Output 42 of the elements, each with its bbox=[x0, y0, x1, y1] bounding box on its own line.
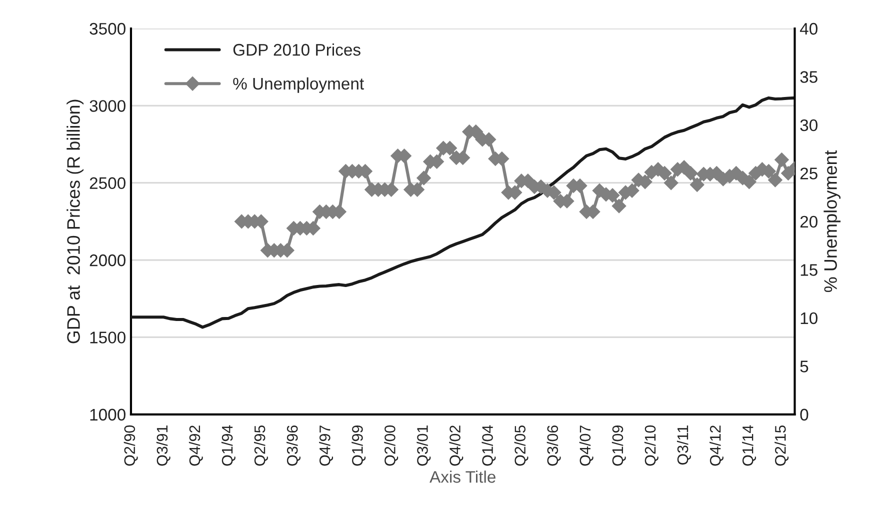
x-tick-label: Q2/00 bbox=[384, 425, 398, 466]
y2-tick-label: 5 bbox=[800, 360, 808, 372]
y2-tick-label: 40 bbox=[800, 22, 818, 35]
x-tick-label: Q4/12 bbox=[710, 426, 724, 466]
x-tick-label: Q4/92 bbox=[188, 426, 203, 466]
y2-tick-label: 10 bbox=[800, 312, 818, 324]
x-tick-label: Q3/01 bbox=[416, 426, 431, 466]
y2-tick-label: 0 bbox=[800, 408, 808, 421]
y2-tick-label: 30 bbox=[800, 119, 818, 132]
x-tick-label: Q1/94 bbox=[221, 425, 236, 466]
x-tick-label: Q4/07 bbox=[579, 426, 594, 466]
x-tick-label: Q1/99 bbox=[352, 426, 366, 466]
x-tick-label: Q2/15 bbox=[774, 425, 789, 466]
x-tick-label: Q3/91 bbox=[156, 426, 170, 466]
x-tick-label: Q2/90 bbox=[124, 425, 138, 466]
y2-tick-label: 35 bbox=[800, 71, 818, 83]
x-tick-label: Q1/14 bbox=[742, 425, 756, 466]
y-tick-label: 3500 bbox=[90, 22, 126, 35]
y2-tick-label: 15 bbox=[800, 264, 818, 276]
y-tick-label: 1500 bbox=[90, 332, 126, 344]
x-tick-label: Q4/97 bbox=[319, 426, 334, 466]
y-tick-label: 3000 bbox=[90, 100, 126, 112]
y-tick-label: 2000 bbox=[90, 254, 126, 266]
x-axis-title: Axis Title bbox=[430, 470, 496, 483]
y-axis-title: GDP at 2010 Prices (R billion) bbox=[66, 100, 84, 344]
y2-tick-label: 25 bbox=[800, 168, 818, 180]
x-tick-label: Q3/96 bbox=[286, 425, 300, 466]
x-tick-label: Q1/04 bbox=[482, 425, 496, 466]
y2-axis-title: % Unemployment bbox=[824, 150, 841, 292]
x-tick-label: Q2/10 bbox=[644, 425, 658, 466]
x-tick-label: Q3/06 bbox=[546, 425, 561, 466]
y-tick-label: 2500 bbox=[90, 177, 126, 190]
x-tick-label: Q3/11 bbox=[676, 426, 691, 465]
y-tick-label: 1000 bbox=[90, 408, 126, 421]
x-tick-label: Q2/95 bbox=[254, 425, 268, 466]
legend-label: GDP 2010 Prices bbox=[233, 43, 360, 56]
line-series bbox=[130, 96, 795, 329]
y2-tick-label: 20 bbox=[800, 216, 818, 228]
x-tick-label: Q2/05 bbox=[514, 425, 528, 466]
x-tick-label: Q4/02 bbox=[449, 426, 464, 466]
legend-label: % Unemployment bbox=[233, 77, 364, 93]
x-tick-label: Q1/09 bbox=[612, 426, 626, 466]
